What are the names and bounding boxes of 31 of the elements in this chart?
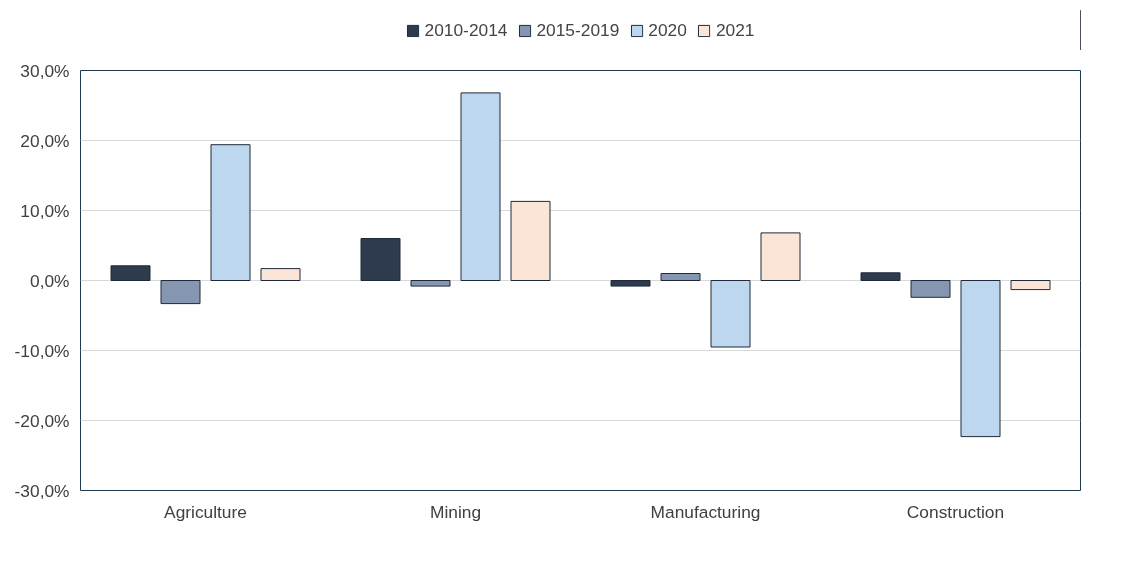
x-tick-label: Manufacturing	[650, 501, 761, 522]
y-tick-label: 30,0%	[20, 60, 70, 81]
bar	[610, 280, 651, 287]
x-tick-label: Agriculture	[164, 501, 247, 522]
y-tick-label: -20,0%	[14, 410, 70, 431]
x-tick-label: Mining	[429, 501, 482, 522]
bar	[660, 273, 701, 281]
legend-label: 2015-2019	[536, 19, 620, 41]
bar	[710, 280, 751, 348]
bar	[760, 232, 801, 281]
bar	[160, 280, 201, 305]
x-tick-label: Construction	[906, 501, 1005, 522]
bar	[1010, 280, 1051, 291]
bar	[360, 238, 401, 281]
legend-label: 2010-2014	[424, 19, 508, 41]
y-tick-label: -30,0%	[14, 480, 70, 501]
y-tick-label: 20,0%	[20, 130, 70, 151]
legend-label: 2020	[648, 19, 687, 41]
bar	[460, 92, 501, 281]
legend-label: 2021	[715, 19, 755, 41]
bar	[960, 280, 1001, 438]
y-tick-label: -10,0%	[14, 340, 70, 361]
bar	[860, 272, 901, 281]
bar	[260, 268, 301, 281]
bar	[210, 144, 251, 281]
bar	[110, 265, 151, 281]
y-tick-label: 10,0%	[20, 200, 70, 221]
bar	[510, 200, 551, 281]
bar	[410, 280, 451, 287]
y-tick-label: 0,0%	[30, 270, 70, 291]
bar	[910, 280, 951, 298]
